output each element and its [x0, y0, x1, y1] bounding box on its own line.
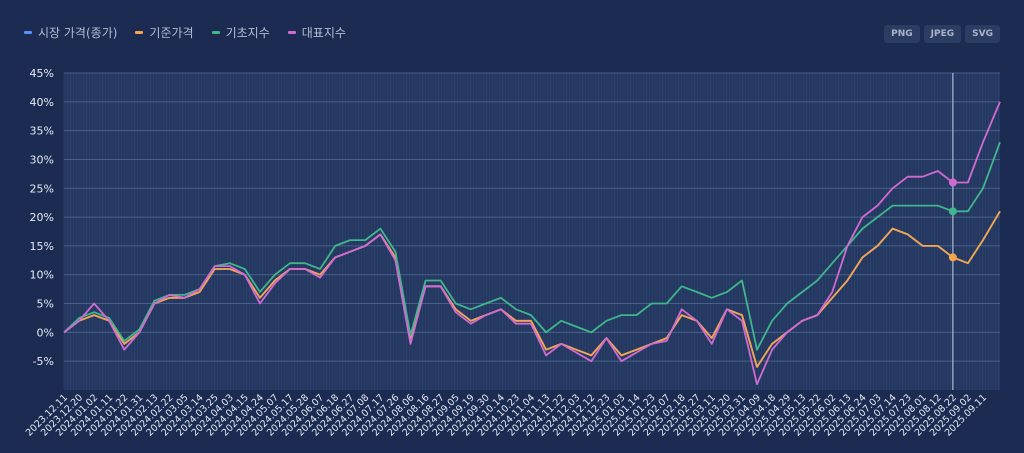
export-svg-button[interactable]: SVG: [965, 25, 1000, 43]
legend-item[interactable]: 기초지수: [211, 24, 270, 41]
legend-item[interactable]: 기준가격: [135, 24, 194, 41]
y-tick-label: 5%: [37, 298, 54, 311]
legend: 시장 가격(종가) 기준가격 기초지수 대표지수: [24, 24, 346, 41]
y-tick-label: 45%: [30, 67, 54, 80]
legend-swatch-icon: [211, 31, 220, 34]
y-tick-label: 30%: [30, 153, 54, 166]
legend-label: 기준가격: [149, 26, 194, 40]
y-tick-label: 20%: [30, 211, 54, 224]
crosshair-marker: [948, 178, 957, 187]
plot-area: [64, 73, 1000, 390]
legend-item[interactable]: 시장 가격(종가): [24, 24, 117, 41]
y-tick-label: 0%: [37, 326, 54, 339]
legend-label: 시장 가격(종가): [38, 26, 118, 40]
crosshair-marker: [948, 253, 957, 262]
y-tick-label: 15%: [30, 240, 54, 253]
legend-label: 기초지수: [225, 26, 270, 40]
y-tick-label: 25%: [30, 182, 54, 195]
y-tick-label: 10%: [30, 269, 54, 282]
crosshair-marker: [948, 207, 957, 216]
y-tick-label: 35%: [30, 125, 54, 138]
legend-swatch-icon: [287, 31, 296, 34]
legend-item[interactable]: 대표지수: [287, 24, 346, 41]
y-tick-label: 40%: [30, 96, 54, 109]
legend-swatch-icon: [24, 31, 32, 34]
legend-label: 대표지수: [301, 26, 346, 40]
export-buttons: PNG JPEG SVG: [884, 25, 1000, 43]
export-jpeg-button[interactable]: JPEG: [923, 25, 962, 43]
export-png-button[interactable]: PNG: [884, 25, 920, 43]
y-tick-label: -5%: [33, 355, 54, 368]
legend-swatch-icon: [135, 31, 144, 34]
